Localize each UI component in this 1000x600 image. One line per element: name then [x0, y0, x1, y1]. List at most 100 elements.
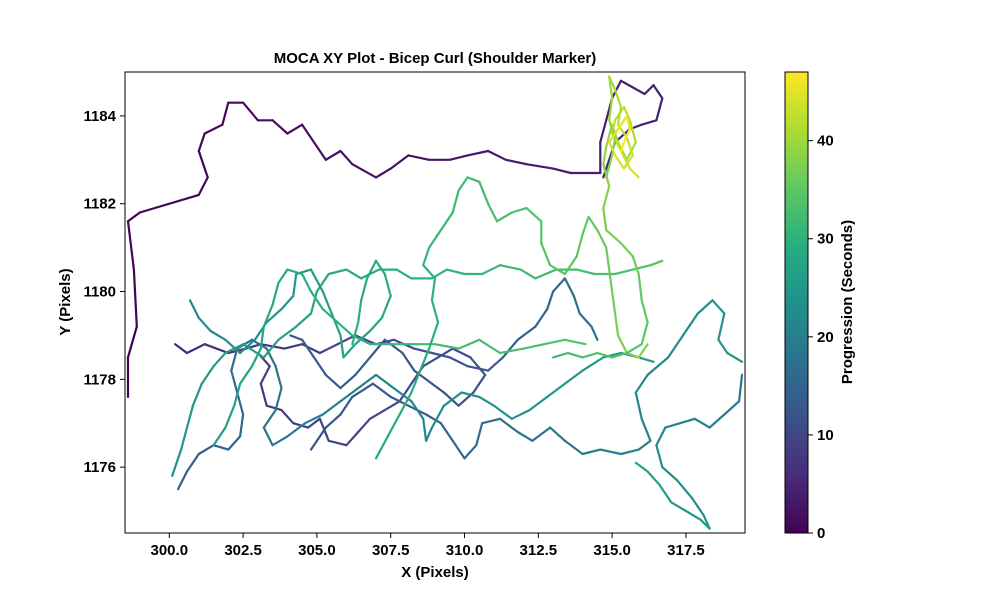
trajectory-segment-5	[634, 373, 744, 530]
trajectory-line	[428, 229, 442, 249]
trajectory-line	[534, 268, 558, 280]
trajectory-line	[339, 334, 345, 359]
trajectory-line	[737, 373, 744, 403]
trajectory-line	[345, 268, 363, 280]
trajectory-line	[625, 351, 640, 359]
trajectory-line	[422, 356, 440, 368]
trajectory-segment-4	[309, 299, 744, 460]
trajectory-line	[699, 518, 711, 530]
trajectory-line	[608, 141, 617, 157]
trajectory-line	[425, 426, 434, 442]
trajectory-line	[360, 277, 369, 302]
trajectory-line	[289, 334, 304, 341]
trajectory-line	[451, 189, 460, 214]
trajectory-line	[295, 312, 313, 328]
trajectory-line	[602, 145, 608, 166]
trajectory-line	[422, 264, 437, 280]
trajectory-line	[578, 312, 593, 328]
trajectory-line	[596, 351, 614, 359]
trajectory-line	[430, 277, 437, 302]
trajectory-line	[498, 264, 522, 271]
trajectory-line	[619, 141, 626, 153]
trajectory-line	[581, 448, 602, 456]
trajectory-line	[655, 426, 667, 447]
trajectory-line	[516, 325, 537, 341]
trajectory-line	[126, 325, 138, 359]
trajectory-line	[389, 154, 410, 170]
trajectory-line	[327, 268, 348, 276]
trajectory-line	[510, 207, 528, 214]
trajectory-line	[551, 167, 572, 175]
trajectory-line	[625, 136, 634, 157]
colorbar-tick-label: 20	[817, 329, 834, 346]
colorbar-axis: 0 10 20 30 40	[808, 133, 834, 542]
trajectory-line	[191, 382, 203, 407]
x-tick-label: 300.0	[151, 542, 189, 559]
trajectory-line	[613, 268, 634, 276]
trajectory-line	[498, 417, 519, 434]
trajectory-line	[286, 268, 304, 276]
trajectory-line	[354, 356, 372, 376]
trajectory-line	[563, 338, 587, 346]
plot-area	[125, 72, 745, 533]
trajectory-line	[301, 123, 327, 161]
trajectory-line	[678, 417, 696, 425]
trajectory-line	[726, 351, 744, 363]
x-tick-label: 302.5	[224, 542, 262, 559]
trajectory-line	[242, 101, 259, 122]
trajectory-line	[271, 119, 289, 135]
trajectory-line	[575, 268, 596, 276]
trajectory-line	[351, 321, 360, 346]
trajectory-line	[212, 444, 230, 451]
trajectory-line	[492, 404, 513, 420]
trajectory-line	[410, 400, 425, 420]
trajectory-line	[324, 149, 342, 161]
trajectory-line	[368, 338, 386, 359]
trajectory-line	[439, 422, 454, 442]
x-tick-label: 305.0	[298, 542, 336, 559]
trajectory-line	[478, 338, 502, 355]
x-tick-label: 317.5	[667, 542, 705, 559]
trajectory-line	[422, 417, 428, 442]
trajectory-line	[637, 343, 649, 359]
chart-title: MOCA XY Plot - Bicep Curl (Shoulder Mark…	[274, 50, 597, 67]
trajectory-line	[224, 338, 242, 355]
trajectory-line	[236, 391, 245, 416]
x-tick-label: 315.0	[593, 542, 631, 559]
trajectory-line	[625, 114, 632, 131]
trajectory-line	[271, 281, 280, 306]
trajectory-line	[398, 382, 413, 403]
trajectory-line	[487, 149, 507, 161]
trajectory-line	[374, 373, 395, 390]
trajectory-line	[460, 391, 481, 398]
trajectory-line	[684, 509, 702, 521]
trajectory-line	[613, 312, 620, 337]
trajectory-line	[280, 409, 295, 425]
trajectory-line	[661, 466, 679, 482]
trajectory-line	[487, 202, 499, 223]
trajectory-line	[548, 426, 567, 442]
trajectory-line	[430, 299, 440, 324]
trajectory-line	[504, 158, 528, 166]
trajectory-line	[430, 404, 445, 429]
trajectory-line	[374, 259, 386, 276]
y-tick-label: 1182	[83, 196, 116, 213]
trajectory-line	[531, 426, 552, 442]
trajectory-line	[640, 321, 649, 346]
trajectory-line	[631, 264, 652, 271]
trajectory-line	[203, 123, 224, 135]
trajectory-line	[546, 382, 567, 398]
x-axis: 300.0 302.5 305.0 307.5 310.0 312.5 315.0 317.5	[151, 533, 705, 559]
trajectory-line	[309, 290, 318, 315]
trajectory-line	[551, 277, 567, 293]
trajectory-line	[605, 154, 614, 179]
trajectory-line	[575, 233, 584, 258]
trajectory-line	[374, 167, 392, 179]
trajectory-line	[652, 84, 664, 100]
trajectory-line	[525, 163, 555, 170]
trajectory-line	[277, 268, 289, 284]
trajectory-line	[619, 448, 640, 456]
trajectory-line	[212, 351, 227, 368]
trajectory-line	[649, 259, 664, 267]
trajectory-line	[230, 369, 239, 394]
